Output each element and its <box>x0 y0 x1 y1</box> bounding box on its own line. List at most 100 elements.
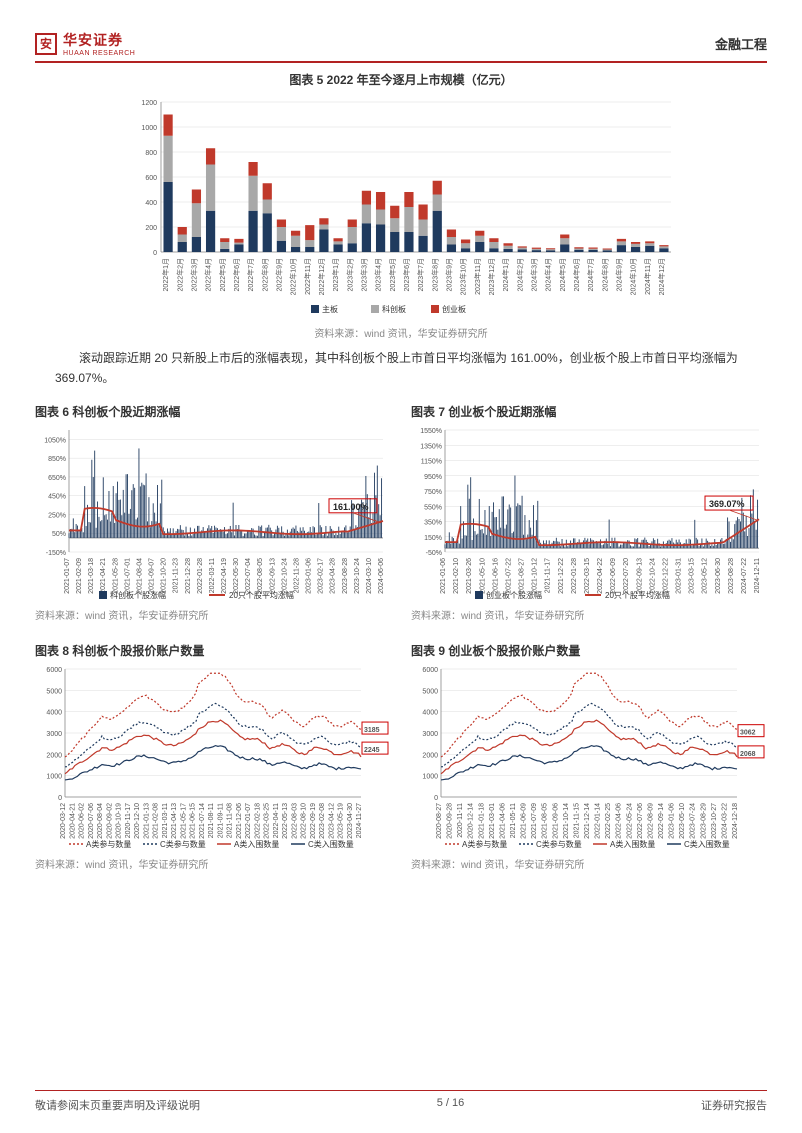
svg-text:0: 0 <box>434 795 438 802</box>
svg-text:2021-01-06: 2021-01-06 <box>440 558 447 594</box>
svg-text:2021-08-04: 2021-08-04 <box>136 558 143 594</box>
svg-text:1000: 1000 <box>422 773 438 780</box>
svg-text:科创板: 科创板 <box>382 304 406 314</box>
svg-text:2023年1月: 2023年1月 <box>331 258 340 291</box>
svg-text:2023-10-27: 2023-10-27 <box>711 803 718 839</box>
svg-text:科创板个股涨幅: 科创板个股涨幅 <box>110 590 166 600</box>
svg-text:2021-03-01: 2021-03-01 <box>489 803 496 839</box>
svg-text:2023年10月: 2023年10月 <box>459 258 468 295</box>
svg-text:2021-05-28: 2021-05-28 <box>112 558 119 594</box>
svg-text:2021-12-22: 2021-12-22 <box>558 558 565 594</box>
svg-text:0: 0 <box>153 250 157 257</box>
svg-text:2000: 2000 <box>422 752 438 759</box>
logo-block: 安 华安证券 HUAAN RESEARCH <box>35 30 135 57</box>
svg-text:950%: 950% <box>424 474 442 481</box>
svg-text:2022-01-28: 2022-01-28 <box>571 558 578 594</box>
svg-text:2021-12-06: 2021-12-06 <box>236 803 243 839</box>
svg-text:2024年10月: 2024年10月 <box>629 258 638 295</box>
svg-text:2024年8月: 2024年8月 <box>600 258 609 291</box>
svg-text:2023-08-28: 2023-08-28 <box>342 558 349 594</box>
svg-text:2024年12月: 2024年12月 <box>657 258 666 295</box>
svg-text:2023-08-29: 2023-08-29 <box>700 803 707 839</box>
svg-text:1550%: 1550% <box>420 428 442 435</box>
svg-text:2022-03-15: 2022-03-15 <box>584 558 591 594</box>
svg-text:1000: 1000 <box>46 773 62 780</box>
svg-text:2021-09-11: 2021-09-11 <box>217 803 224 838</box>
svg-text:2022年11月: 2022年11月 <box>303 258 312 295</box>
svg-text:2024-03-10: 2024-03-10 <box>366 558 373 594</box>
svg-text:C类入围数量: C类入围数量 <box>684 839 730 849</box>
svg-text:2023年11月: 2023年11月 <box>473 258 482 295</box>
svg-text:2021-06-09: 2021-06-09 <box>521 803 528 839</box>
svg-text:2021-08-27: 2021-08-27 <box>519 558 526 594</box>
svg-text:2024年6月: 2024年6月 <box>572 258 581 291</box>
svg-text:2021-03-18: 2021-03-18 <box>88 558 95 594</box>
svg-text:2021-03-26: 2021-03-26 <box>466 558 473 594</box>
svg-text:4000: 4000 <box>422 709 438 716</box>
svg-text:50%: 50% <box>52 531 66 538</box>
svg-text:161.00%: 161.00% <box>333 502 369 512</box>
svg-text:1000: 1000 <box>141 125 157 132</box>
svg-text:200: 200 <box>145 225 157 232</box>
svg-text:6000: 6000 <box>46 667 62 674</box>
svg-text:2021-02-09: 2021-02-09 <box>76 558 83 594</box>
svg-text:C类入围数量: C类入围数量 <box>308 839 354 849</box>
chart9-source: 资料来源：wind 资讯，华安证券研究所 <box>411 856 767 871</box>
svg-text:C类参与数量: C类参与数量 <box>536 839 582 849</box>
chart5-source: 资料来源：wind 资讯，华安证券研究所 <box>35 325 767 340</box>
svg-text:2020-11-11: 2020-11-11 <box>457 803 464 838</box>
svg-text:450%: 450% <box>48 493 66 500</box>
svg-text:2022-12-22: 2022-12-22 <box>662 558 669 594</box>
header-section: 金融工程 <box>715 34 767 53</box>
svg-text:2021-11-15: 2021-11-15 <box>573 803 580 838</box>
svg-text:650%: 650% <box>48 475 66 482</box>
svg-text:2022-02-18: 2022-02-18 <box>254 803 261 839</box>
svg-text:2023-04-28: 2023-04-28 <box>330 558 337 594</box>
chart6: -150%50%250%450%650%850%1050%161.00%2021… <box>35 424 391 604</box>
svg-text:350%: 350% <box>424 519 442 526</box>
svg-text:2020-09-02: 2020-09-02 <box>106 803 113 839</box>
svg-text:2022-04-22: 2022-04-22 <box>597 558 604 594</box>
svg-text:2021-04-21: 2021-04-21 <box>100 558 107 594</box>
svg-text:2022-08-10: 2022-08-10 <box>301 803 308 839</box>
svg-text:2023年6月: 2023年6月 <box>402 258 411 291</box>
svg-text:3062: 3062 <box>740 729 756 736</box>
svg-text:2000: 2000 <box>46 752 62 759</box>
svg-text:2020-12-10: 2020-12-10 <box>134 803 141 839</box>
svg-text:2024-12-11: 2024-12-11 <box>754 558 761 593</box>
svg-text:2022-09-13: 2022-09-13 <box>269 558 276 594</box>
svg-text:2024年5月: 2024年5月 <box>558 258 567 291</box>
page-header: 安 华安证券 HUAAN RESEARCH 金融工程 <box>35 30 767 63</box>
svg-text:2023-05-19: 2023-05-19 <box>338 803 345 839</box>
svg-text:2020-09-28: 2020-09-28 <box>447 803 454 839</box>
svg-text:A类参与数量: A类参与数量 <box>462 839 507 849</box>
svg-text:2023-04-30: 2023-04-30 <box>347 803 354 839</box>
svg-text:2022-11-28: 2022-11-28 <box>293 558 300 593</box>
svg-text:2024年9月: 2024年9月 <box>614 258 623 291</box>
svg-text:2023-01-31: 2023-01-31 <box>676 558 683 594</box>
svg-text:2022年4月: 2022年4月 <box>204 258 213 291</box>
svg-text:2023-04-12: 2023-04-12 <box>328 803 335 839</box>
svg-text:2022-07-20: 2022-07-20 <box>623 558 630 594</box>
svg-text:2023年7月: 2023年7月 <box>416 258 425 291</box>
chart6-title: 图表 6 科创板个股近期涨幅 <box>35 403 391 420</box>
footer-left: 敬请参阅末页重要声明及评级说明 <box>35 1097 200 1113</box>
svg-text:2023-07-24: 2023-07-24 <box>690 803 697 839</box>
svg-text:2023-02-08: 2023-02-08 <box>319 803 326 839</box>
footer-page: 5 / 16 <box>437 1097 465 1113</box>
svg-text:2023年12月: 2023年12月 <box>487 258 496 295</box>
svg-text:2020-08-04: 2020-08-04 <box>97 803 104 839</box>
svg-text:2023-03-15: 2023-03-15 <box>689 558 696 594</box>
svg-text:2023年3月: 2023年3月 <box>359 258 368 291</box>
svg-text:2021-05-11: 2021-05-11 <box>510 803 517 838</box>
svg-text:600: 600 <box>145 175 157 182</box>
svg-text:2022-03-11: 2022-03-11 <box>209 558 216 593</box>
svg-text:2022-08-03: 2022-08-03 <box>291 803 298 839</box>
svg-text:2023-06-30: 2023-06-30 <box>715 558 722 594</box>
svg-text:A类入围数量: A类入围数量 <box>610 839 655 849</box>
svg-text:2022-03-25: 2022-03-25 <box>264 803 271 839</box>
svg-text:2021-05-10: 2021-05-10 <box>479 558 486 594</box>
svg-text:2022-01-14: 2022-01-14 <box>595 803 602 839</box>
svg-text:2021-10-14: 2021-10-14 <box>563 803 570 839</box>
svg-text:2021-08-11: 2021-08-11 <box>208 803 215 838</box>
